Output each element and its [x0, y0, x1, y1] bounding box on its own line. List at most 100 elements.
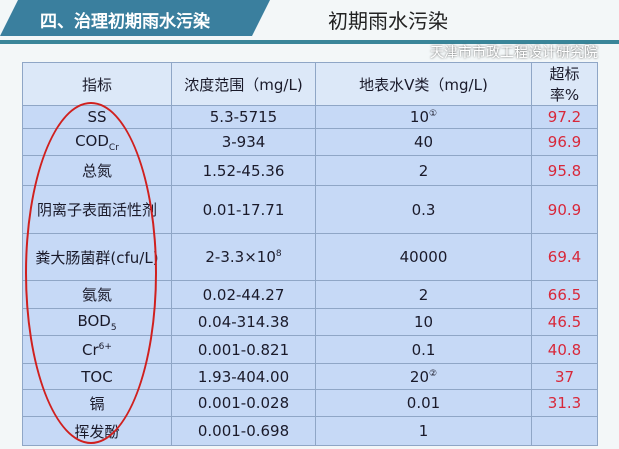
cell-text: 0.001-0.028	[197, 394, 290, 412]
rate-cell: 96.9	[531, 128, 598, 156]
section-title: 四、治理初期雨水污染	[40, 12, 210, 32]
table-row: 总氮 1.52-45.36 2 95.8	[22, 155, 598, 186]
rate-cell: 31.3	[531, 389, 598, 417]
cell-text: 5.3-5715	[209, 108, 278, 126]
indicator-cell: CODCr	[22, 128, 172, 156]
table-row: BOD5 0.04-314.38 10 46.5	[22, 308, 598, 336]
rate-cell: 95.8	[531, 155, 598, 186]
cell-text: Cr	[108, 142, 119, 153]
range-cell: 0.01-17.71	[171, 185, 316, 234]
range-cell: 0.001-0.821	[171, 335, 316, 364]
pollutant-table: 指标 浓度范围（mg/L) 地表水V类（mg/L) 超标率% SS 5.3-571…	[22, 62, 598, 446]
rate-cell: 46.5	[531, 308, 598, 336]
range-cell: 0.001-0.698	[171, 416, 316, 446]
cell-text: 0.01-17.71	[202, 200, 285, 219]
col-rate: 超标率%	[531, 62, 598, 106]
cell-text: SS	[87, 108, 107, 126]
cell-text: 3-934	[221, 133, 266, 151]
standard-cell: 40000	[315, 233, 532, 281]
cell-text: 0.3	[411, 200, 436, 219]
cell-text: 96.9	[547, 133, 582, 151]
cell-text: 镉	[89, 394, 105, 413]
rate-cell: 69.4	[531, 233, 598, 281]
indicator-cell: 阴离子表面活性剂	[22, 185, 172, 234]
cell-text: 46.5	[547, 313, 582, 331]
col-range: 浓度范围（mg/L)	[171, 62, 316, 106]
cell-text: 20	[409, 367, 429, 386]
cell-text: 2	[418, 161, 429, 180]
standard-cell: 10①	[315, 105, 532, 129]
cell-text: 40000	[399, 248, 448, 266]
table-row: CODCr 3-934 40 96.9	[22, 128, 598, 156]
col-indicator: 指标	[22, 62, 172, 106]
cell-text: COD	[75, 131, 109, 150]
indicator-cell: 总氮	[22, 155, 172, 186]
indicator-cell: 挥发酚	[22, 416, 172, 446]
cell-text: 97.2	[547, 108, 582, 126]
indicator-cell: BOD5	[22, 308, 172, 336]
divider	[0, 40, 619, 44]
cell-text: 2-3.3×10	[205, 248, 276, 266]
standard-cell: 40	[315, 128, 532, 156]
slide-title: 初期雨水污染	[328, 9, 448, 33]
indicator-cell: Cr6+	[22, 335, 172, 364]
range-cell: 0.02-44.27	[171, 280, 316, 309]
cell-text: 95.8	[547, 161, 582, 180]
cell-text: 90.9	[547, 200, 582, 219]
range-cell: 0.04-314.38	[171, 308, 316, 336]
rate-cell: 97.2	[531, 105, 598, 129]
cell-text: 0.1	[411, 340, 436, 359]
cell-text: 1.52-45.36	[202, 161, 285, 180]
cell-text: 66.5	[547, 285, 582, 304]
cell-text: 0.02-44.27	[202, 285, 285, 304]
table-row: 氨氮 0.02-44.27 2 66.5	[22, 280, 598, 309]
table-row: 粪大肠菌群(cfu/L) 2-3.3×108 40000 69.4	[22, 233, 598, 281]
standard-cell: 20②	[315, 363, 532, 390]
cell-text: 1	[418, 422, 429, 440]
range-cell: 3-934	[171, 128, 316, 156]
rate-cell	[531, 416, 598, 446]
rate-cell: 90.9	[531, 185, 598, 234]
rate-cell: 66.5	[531, 280, 598, 309]
watermark: 天津市市政工程设计研究院	[430, 45, 598, 61]
cell-text: BOD	[77, 311, 111, 330]
range-cell: 5.3-5715	[171, 105, 316, 129]
cell-text: 0.04-314.38	[197, 313, 290, 331]
indicator-cell: 镉	[22, 389, 172, 417]
cell-text: 37	[554, 367, 575, 386]
cell-text: 40.8	[547, 340, 582, 359]
cell-text: 0.001-0.821	[197, 340, 290, 359]
standard-cell: 2	[315, 155, 532, 186]
cell-text: 阴离子表面活性剂	[36, 201, 157, 219]
cell-text: 10	[409, 108, 429, 126]
range-cell: 1.93-404.00	[171, 363, 316, 390]
table-row: TOC 1.93-404.00 20② 37	[22, 363, 598, 390]
cell-text: 0.01	[406, 394, 441, 412]
table-row: 阴离子表面活性剂 0.01-17.71 0.3 90.9	[22, 185, 598, 234]
col-standard: 地表水V类（mg/L)	[315, 62, 532, 106]
cell-text: 10	[413, 313, 434, 331]
rate-cell: 40.8	[531, 335, 598, 364]
cell-text: ①	[429, 109, 438, 119]
cell-text: TOC	[81, 367, 113, 386]
cell-text: 6+	[98, 341, 112, 352]
cell-text: 5	[110, 322, 117, 333]
cell-text: Cr	[82, 340, 99, 359]
range-cell: 1.52-45.36	[171, 155, 316, 186]
cell-text: 0.001-0.698	[197, 422, 290, 440]
range-cell: 2-3.3×108	[171, 233, 316, 281]
cell-text: 69.4	[547, 248, 582, 266]
indicator-cell: 粪大肠菌群(cfu/L)	[22, 233, 172, 281]
indicator-cell: SS	[22, 105, 172, 129]
standard-cell: 0.01	[315, 389, 532, 417]
table-row: Cr6+ 0.001-0.821 0.1 40.8	[22, 335, 598, 364]
indicator-cell: 氨氮	[22, 280, 172, 309]
indicator-cell: TOC	[22, 363, 172, 390]
rate-cell: 37	[531, 363, 598, 390]
range-cell: 0.001-0.028	[171, 389, 316, 417]
table-row: 镉 0.001-0.028 0.01 31.3	[22, 389, 598, 417]
cell-text: 粪大肠菌群(cfu/L)	[35, 248, 159, 267]
standard-cell: 0.3	[315, 185, 532, 234]
cell-text: 氨氮	[81, 286, 112, 304]
cell-text: 2	[418, 285, 429, 304]
